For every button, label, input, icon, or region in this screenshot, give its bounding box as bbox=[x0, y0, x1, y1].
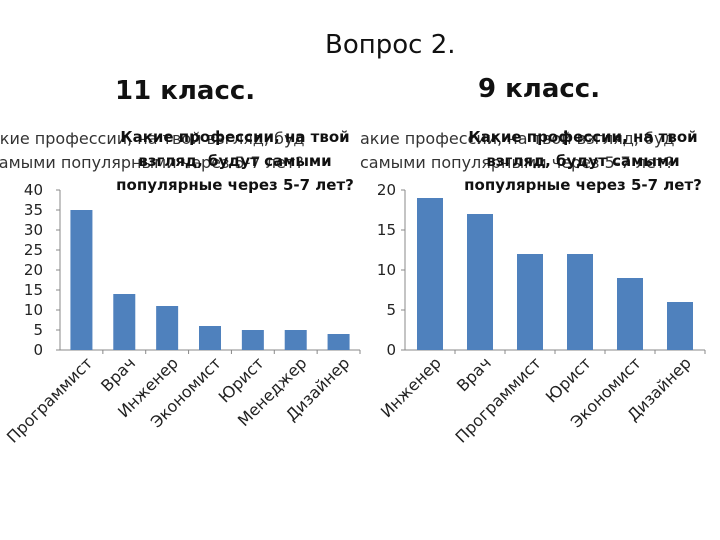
question-text-line: акие профессии, на твой взгляд, буд bbox=[0, 129, 305, 148]
y-tick-label: 10 bbox=[377, 261, 396, 279]
chart-title-line: популярные через 5-7 лет? bbox=[464, 176, 702, 194]
grade-9-heading: 9 класс. bbox=[478, 74, 601, 104]
y-tick-label: 15 bbox=[24, 281, 43, 299]
y-tick-label: 30 bbox=[24, 221, 43, 239]
bar bbox=[467, 214, 493, 350]
bar bbox=[327, 334, 350, 350]
bar bbox=[156, 306, 179, 350]
chart-title-line: популярные через 5-7 лет? bbox=[116, 176, 354, 194]
bar bbox=[199, 326, 221, 350]
chart-title-line: взгляд, будут самыми bbox=[486, 152, 679, 170]
bar bbox=[284, 330, 307, 350]
chart-title-line: Какие профессии, на твой bbox=[468, 128, 697, 146]
y-tick-label: 0 bbox=[33, 341, 43, 359]
question-text-line: самыми популярными через 5-7 лет? bbox=[360, 153, 674, 172]
bar bbox=[517, 254, 543, 350]
category-label: Инженер bbox=[377, 353, 445, 421]
chart-title-line: Какие профессии, на твой bbox=[120, 128, 349, 146]
category-label: Программист bbox=[451, 353, 544, 446]
bar bbox=[241, 330, 264, 350]
bar bbox=[567, 254, 593, 350]
y-tick-label: 40 bbox=[24, 181, 43, 199]
bar bbox=[667, 302, 693, 350]
y-tick-label: 5 bbox=[386, 301, 396, 319]
y-tick-label: 35 bbox=[24, 201, 43, 219]
page-title: Вопрос 2. bbox=[325, 30, 456, 60]
question-text-line: самыми популярными через 5-7 лет? bbox=[0, 153, 304, 172]
y-tick-label: 20 bbox=[24, 261, 43, 279]
question-text-line: акие профессии, на твой взгляд, буд bbox=[360, 129, 675, 148]
y-tick-label: 0 bbox=[386, 341, 396, 359]
y-tick-label: 20 bbox=[377, 181, 396, 199]
chart-title-line: взгляд, будут самыми bbox=[138, 152, 331, 170]
y-tick-label: 10 bbox=[24, 301, 43, 319]
y-tick-label: 25 bbox=[24, 241, 43, 259]
category-label: Врач bbox=[453, 353, 495, 395]
chart-grade-11: акие профессии, на твой взгляд, буд самым… bbox=[0, 128, 361, 447]
bar bbox=[617, 278, 643, 350]
grade-11-heading: 11 класс. bbox=[115, 76, 256, 106]
chart-grade-9: акие профессии, на твой взгляд, буд самым… bbox=[360, 128, 706, 447]
bar bbox=[113, 294, 136, 350]
bar bbox=[417, 198, 443, 350]
category-label: Программист bbox=[3, 353, 96, 446]
y-tick-label: 15 bbox=[377, 221, 396, 239]
y-tick-label: 5 bbox=[33, 321, 43, 339]
bar bbox=[70, 210, 93, 350]
